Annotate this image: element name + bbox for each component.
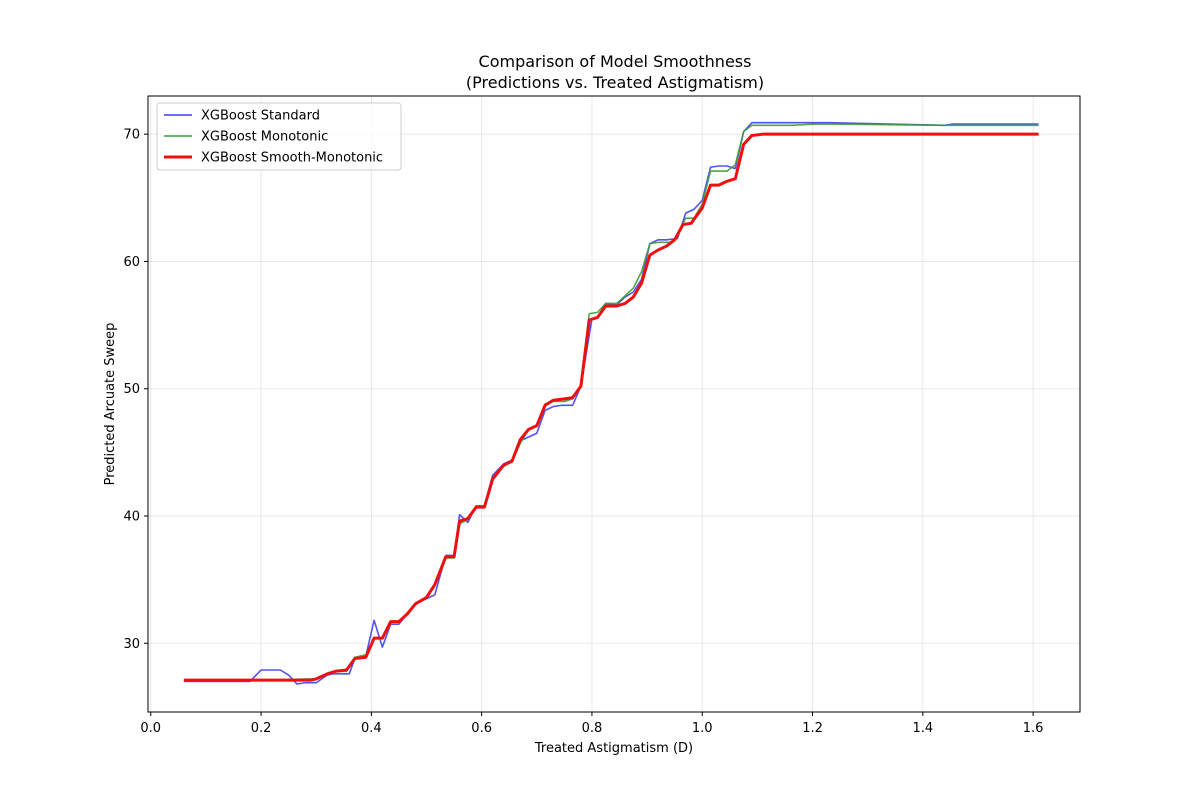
chart-subtitle: (Predictions vs. Treated Astigmatism): [466, 73, 764, 92]
legend-label-xgboost-standard: XGBoost Standard: [201, 109, 320, 124]
legend-box: [156, 102, 402, 171]
legend: XGBoost Standard XGBoost Monotonic XGBoost…: [156, 102, 402, 171]
x-tick-label: 0.8: [582, 721, 603, 736]
y-tick-label: 60: [123, 255, 140, 270]
x-tick-label: 0.6: [471, 721, 492, 736]
x-axis-label: Treated Astigmatism (D): [534, 741, 693, 756]
series-layer: [183, 121, 1039, 685]
y-tick-label: 70: [123, 128, 140, 143]
chart-title: Comparison of Model Smoothness: [479, 52, 752, 71]
x-tick-label: 1.6: [1023, 721, 1044, 736]
x-tick-label: 0.2: [251, 721, 272, 736]
y-axis-label: Predicted Arcuate Sweep: [103, 323, 118, 486]
y-tick-label: 40: [123, 510, 140, 525]
x-tick-label: 1.0: [692, 721, 713, 736]
grid-lines: [148, 96, 1080, 712]
y-axis: 30 40 50 60 70: [123, 128, 148, 652]
series-line-xgboost-smooth-monotonic: [183, 132, 1039, 682]
x-tick-label: 1.4: [912, 721, 933, 736]
x-axis: 0.0 0.2 0.4 0.6 0.8 1.0 1.2 1.4 1.6: [140, 712, 1043, 736]
y-tick-label: 30: [123, 637, 140, 652]
x-tick-label: 1.2: [802, 721, 823, 736]
plot-area-frame: [147, 95, 1081, 713]
y-tick-label: 50: [123, 382, 140, 397]
x-tick-label: 0.0: [140, 721, 161, 736]
legend-label-xgboost-smooth-monotonic: XGBoost Smooth-Monotonic: [201, 151, 383, 166]
legend-label-xgboost-monotonic: XGBoost Monotonic: [201, 130, 328, 145]
x-tick-label: 0.4: [361, 721, 382, 736]
